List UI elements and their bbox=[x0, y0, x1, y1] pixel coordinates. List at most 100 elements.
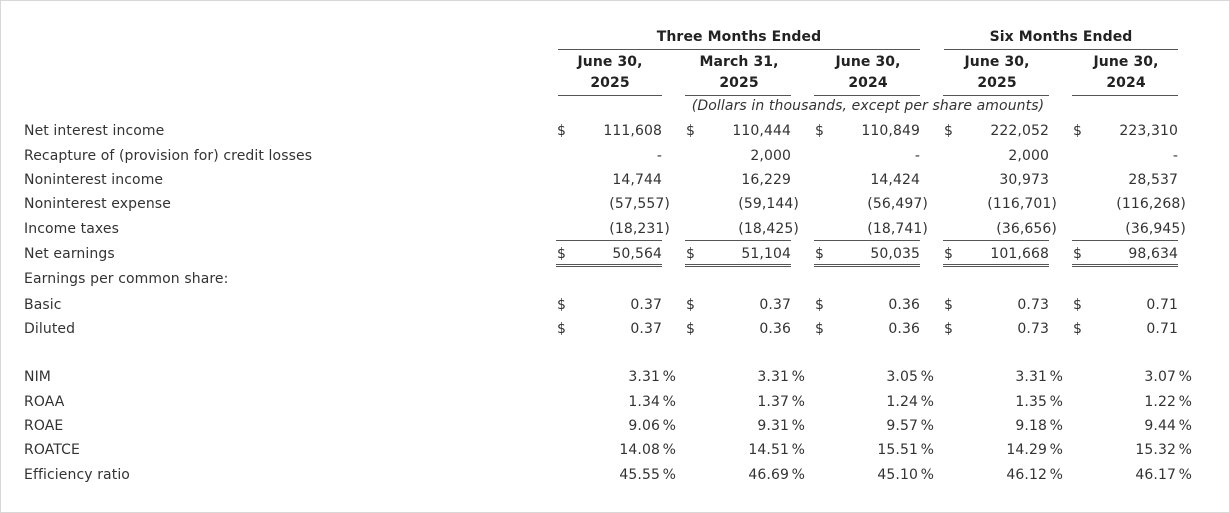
ratio-value: 15.32 bbox=[1135, 442, 1176, 458]
currency-symbol: $ bbox=[686, 321, 696, 337]
table-cell: 51,104 bbox=[741, 246, 791, 262]
currency-symbol: $ bbox=[815, 297, 825, 313]
ratio-value: 45.10 bbox=[877, 467, 918, 483]
ratio-value: 46.69 bbox=[748, 467, 789, 483]
table-cell: 0.36 bbox=[888, 297, 920, 313]
row-label: Basic bbox=[24, 297, 62, 313]
table-cell: (36,656) bbox=[996, 221, 1057, 237]
ratio-percent: % bbox=[920, 369, 934, 385]
table-cell: 111,608 bbox=[603, 123, 662, 139]
currency-symbol: $ bbox=[944, 321, 954, 337]
ratio-value: 1.22 bbox=[1144, 394, 1176, 410]
ratio-value: 14.29 bbox=[1006, 442, 1047, 458]
currency-symbol: $ bbox=[944, 297, 954, 313]
table-cell: 98,634 bbox=[1128, 246, 1178, 262]
ratio-label: Efficiency ratio bbox=[24, 467, 130, 483]
ratio-percent: % bbox=[1178, 394, 1192, 410]
subtotal-rule bbox=[556, 240, 662, 241]
three-months-rule bbox=[558, 49, 920, 50]
ratio-value: 45.55 bbox=[619, 467, 660, 483]
currency-symbol: $ bbox=[1073, 246, 1083, 262]
row-label: Net earnings bbox=[24, 246, 115, 262]
ratio-value: 3.07 bbox=[1144, 369, 1176, 385]
currency-symbol: $ bbox=[815, 123, 825, 139]
column-header-date: June 30, bbox=[964, 54, 1030, 70]
total-double-rule-bottom bbox=[685, 266, 791, 267]
table-cell: 0.71 bbox=[1146, 321, 1178, 337]
ratio-percent: % bbox=[920, 467, 934, 483]
six-months-rule bbox=[944, 49, 1178, 50]
column-header-rule bbox=[685, 95, 791, 96]
subtotal-rule bbox=[685, 240, 791, 241]
ratio-label: NIM bbox=[24, 369, 51, 385]
table-cell: - bbox=[914, 148, 920, 164]
ratio-percent: % bbox=[662, 394, 676, 410]
ratio-value: 1.37 bbox=[757, 394, 789, 410]
ratio-percent: % bbox=[1049, 418, 1063, 434]
ratio-value: 1.34 bbox=[628, 394, 660, 410]
table-cell: 50,564 bbox=[612, 246, 662, 262]
table-cell: (56,497) bbox=[867, 196, 928, 212]
units-note: (Dollars in thousands, except per share … bbox=[691, 98, 1045, 114]
table-cell: 14,744 bbox=[612, 172, 662, 188]
ratio-percent: % bbox=[920, 394, 934, 410]
ratio-percent: % bbox=[662, 418, 676, 434]
table-cell: (18,425) bbox=[738, 221, 799, 237]
ratio-percent: % bbox=[662, 442, 676, 458]
table-cell: 0.36 bbox=[759, 321, 791, 337]
ratio-percent: % bbox=[791, 467, 805, 483]
ratio-label: ROAE bbox=[24, 418, 64, 434]
table-cell: 0.37 bbox=[630, 297, 662, 313]
table-cell: 0.36 bbox=[888, 321, 920, 337]
subtotal-rule bbox=[1072, 240, 1178, 241]
currency-symbol: $ bbox=[686, 297, 696, 313]
table-cell: 223,310 bbox=[1119, 123, 1178, 139]
table-cell: 0.37 bbox=[630, 321, 662, 337]
subtotal-rule bbox=[943, 240, 1049, 241]
column-header-rule bbox=[943, 95, 1049, 96]
table-cell: (59,144) bbox=[738, 196, 799, 212]
ratio-percent: % bbox=[662, 369, 676, 385]
ratio-percent: % bbox=[920, 442, 934, 458]
column-header-date: March 31, bbox=[699, 54, 779, 70]
table-cell: (57,557) bbox=[609, 196, 670, 212]
ratio-value: 3.31 bbox=[628, 369, 660, 385]
table-cell: (36,945) bbox=[1125, 221, 1186, 237]
ratio-value: 9.18 bbox=[1015, 418, 1047, 434]
total-double-rule-top bbox=[556, 264, 662, 265]
ratio-value: 14.51 bbox=[748, 442, 789, 458]
currency-symbol: $ bbox=[557, 321, 567, 337]
currency-symbol: $ bbox=[815, 246, 825, 262]
ratio-label: ROAA bbox=[24, 394, 65, 410]
currency-symbol: $ bbox=[944, 123, 954, 139]
ratio-value: 3.05 bbox=[886, 369, 918, 385]
total-double-rule-bottom bbox=[556, 266, 662, 267]
row-label: Earnings per common share: bbox=[24, 271, 229, 287]
total-double-rule-top bbox=[943, 264, 1049, 265]
column-header-year: 2024 bbox=[1106, 75, 1146, 91]
six-months-header: Six Months Ended bbox=[989, 29, 1133, 45]
column-header-rule bbox=[558, 95, 662, 96]
total-double-rule-top bbox=[685, 264, 791, 265]
column-header-year: 2025 bbox=[977, 75, 1017, 91]
table-cell: 0.37 bbox=[759, 297, 791, 313]
table-cell: 101,668 bbox=[990, 246, 1049, 262]
currency-symbol: $ bbox=[1073, 123, 1083, 139]
total-double-rule-bottom bbox=[943, 266, 1049, 267]
ratio-percent: % bbox=[1049, 442, 1063, 458]
row-label: Net interest income bbox=[24, 123, 165, 139]
ratio-percent: % bbox=[1178, 442, 1192, 458]
ratio-value: 3.31 bbox=[1015, 369, 1047, 385]
table-cell: 0.71 bbox=[1146, 297, 1178, 313]
ratio-percent: % bbox=[791, 394, 805, 410]
table-cell: (116,268) bbox=[1116, 196, 1186, 212]
table-cell: 0.73 bbox=[1017, 297, 1049, 313]
total-double-rule-top bbox=[814, 264, 920, 265]
currency-symbol: $ bbox=[557, 123, 567, 139]
ratio-percent: % bbox=[1178, 467, 1192, 483]
ratio-label: ROATCE bbox=[24, 442, 80, 458]
column-header-year: 2025 bbox=[590, 75, 630, 91]
ratio-value: 46.17 bbox=[1135, 467, 1176, 483]
ratio-value: 14.08 bbox=[619, 442, 660, 458]
ratio-percent: % bbox=[791, 442, 805, 458]
